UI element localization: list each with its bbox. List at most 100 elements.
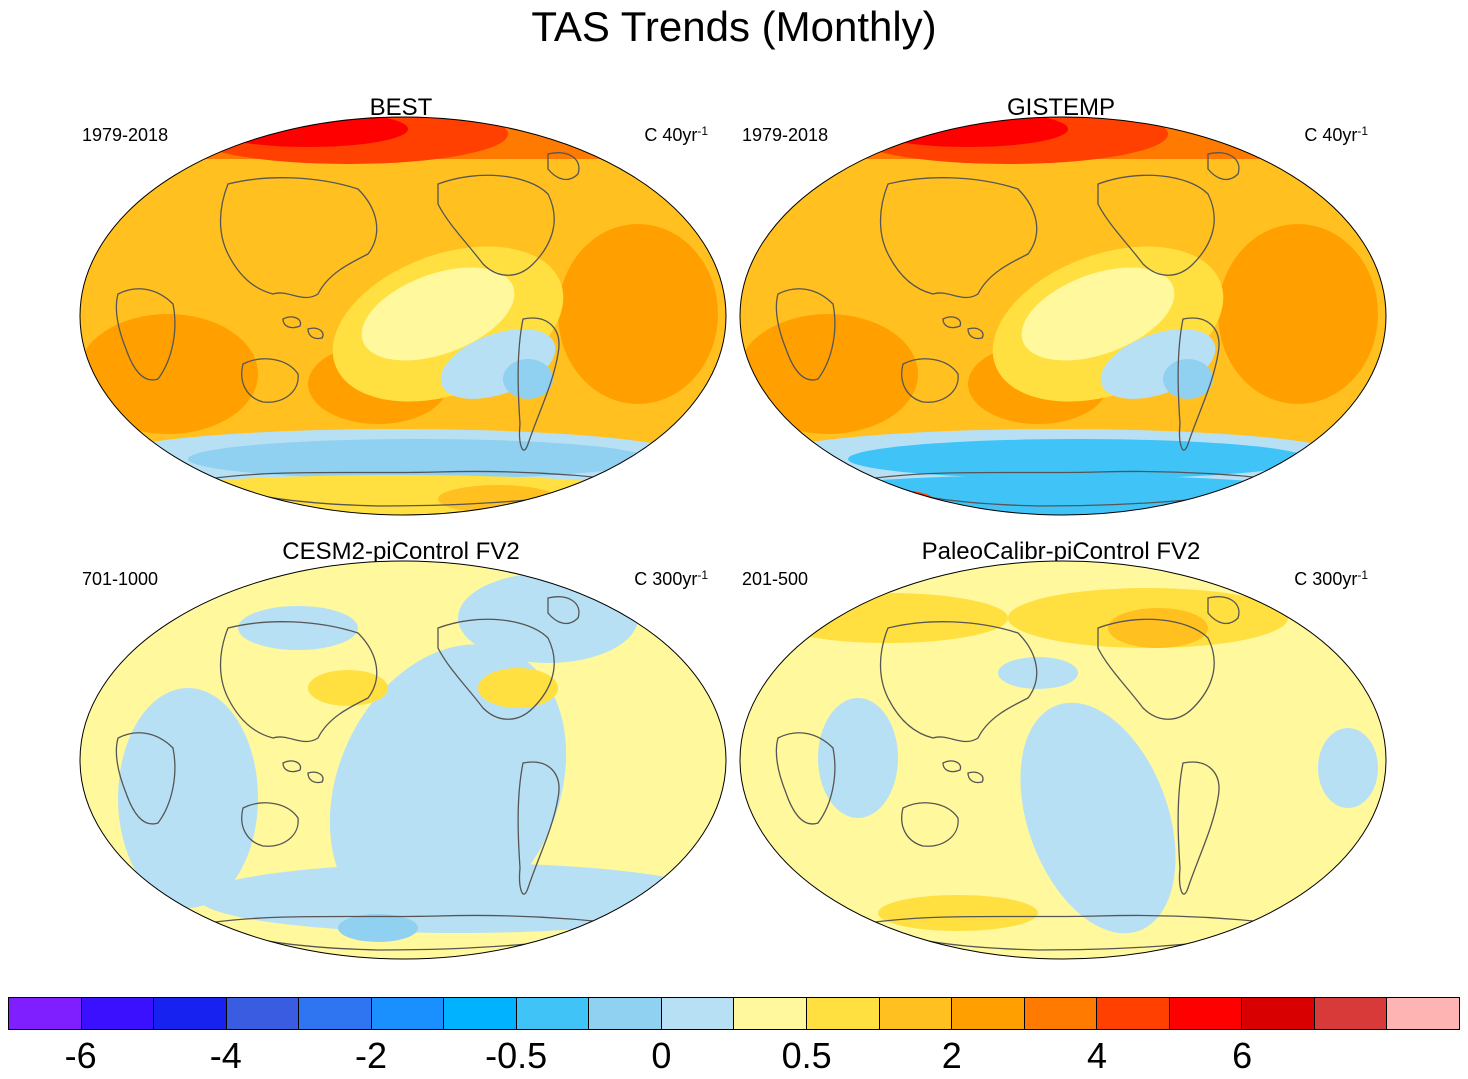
panel-title: BEST [369,94,433,121]
panel-title: CESM2-piControl FV2 [282,538,520,565]
colorbar-swatch [952,998,1025,1029]
cooling-region [198,863,718,933]
colorbar-label: 4 [1086,1035,1108,1076]
coastline [1207,596,1240,625]
colorbar-swatch [9,998,82,1029]
contour-region [1218,224,1378,404]
coastline [967,327,984,340]
cooling-region [458,573,638,663]
map-outline [79,116,727,516]
map-panel-best: BEST 1979-2018 C 40yr-1 [78,94,738,534]
panel-period: 701-1000 [82,569,159,589]
colorbar-swatch [1387,998,1459,1029]
cooling-region [1020,702,1176,934]
colorbar-swatch [661,998,735,1029]
colorbar-label: 6 [1232,1035,1253,1076]
coastline [115,288,176,381]
contour-region [878,895,1038,931]
coastline [1177,761,1220,895]
cooling-region [118,688,258,908]
antarctic-region [778,475,1338,515]
antarctic-warming [858,490,938,515]
coastline [901,802,959,847]
colorbar-label: -4 [209,1035,242,1076]
contour-region [1021,267,1175,361]
cooling-region [238,606,358,650]
map-svg [739,116,1387,516]
map-panel-gistemp: GISTEMP 1979-2018 C 40yr-1 [738,94,1398,534]
coastline [547,596,580,625]
colorbar-label: 0 [651,1035,672,1076]
colorbar-swatch [1169,998,1243,1029]
panel-title: PaleoCalibr-piControl FV2 [921,538,1201,565]
southern-ocean-cooling [188,439,648,479]
colorbar-swatch [1097,998,1170,1029]
cooling-region [338,914,418,942]
panel-title: GISTEMP [1006,94,1115,121]
coastline [879,621,1038,743]
coastline [1097,618,1215,720]
coastline [942,316,962,329]
coastline [967,771,984,784]
contour-region [308,670,388,706]
coastline [547,152,580,181]
colorbar-swatch [589,998,662,1029]
map-svg [79,560,727,960]
coastline [241,802,299,847]
cooling-region [818,698,898,818]
figure-title: TAS Trends (Monthly) [531,3,937,50]
coastline [517,317,560,451]
panel-period: 1979-2018 [82,125,169,145]
coastline [307,771,324,784]
map-svg [79,116,727,516]
contour-region [558,224,718,404]
contour-region [1108,608,1208,648]
colorbar-swatch [734,998,808,1029]
southern-ocean-cooling [848,439,1308,479]
colorbar-swatch [1314,998,1388,1029]
map-outline [739,560,1387,960]
colorbar [8,997,1460,1030]
map-panel-cesm2: CESM2-piControl FV2 701-1000 C 300yr-1 [78,538,738,978]
coastline [437,618,555,720]
coastline [775,288,836,381]
colorbar-swatch [1024,998,1098,1029]
cooling-region [329,644,567,932]
colorbar-swatch [807,998,880,1029]
contour-region [768,593,1008,643]
coastline [307,327,324,340]
coastline [1207,152,1240,181]
panel-units: C 40yr-1 [1304,124,1368,145]
contour-region [438,485,558,513]
coastline [942,760,962,773]
colorbar-swatch [879,998,953,1029]
colorbar-label: -0.5 [485,1035,548,1076]
coastline [879,177,1038,299]
panel-period: 1979-2018 [742,125,829,145]
coastline [219,621,378,743]
colorbar-swatch [226,998,300,1029]
map-panel-paleocalibr: PaleoCalibr-piControl FV2 201-500 C 300y… [738,538,1398,978]
panel-units: C 300yr-1 [1294,568,1368,589]
cooling-region [503,359,553,399]
map-outline [79,560,727,960]
coastline [1177,317,1220,451]
colorbar-swatch [1242,998,1315,1029]
coastline [1097,174,1215,276]
colorbar-swatch [444,998,517,1029]
colorbar-swatch [516,998,590,1029]
cooling-region [1163,359,1213,399]
coastline [437,174,555,276]
coastline [241,358,299,403]
coastline [517,761,560,895]
map-svg [739,560,1387,960]
colorbar-swatch [371,998,445,1029]
panel-units: C 300yr-1 [634,568,708,589]
contour-region [361,267,515,361]
colorbar-label: -6 [64,1035,97,1076]
coastline [282,316,302,329]
contour-region [1218,485,1298,513]
antarctic-region [118,475,678,515]
map-outline [739,116,1387,516]
panel-period: 201-500 [742,569,809,589]
